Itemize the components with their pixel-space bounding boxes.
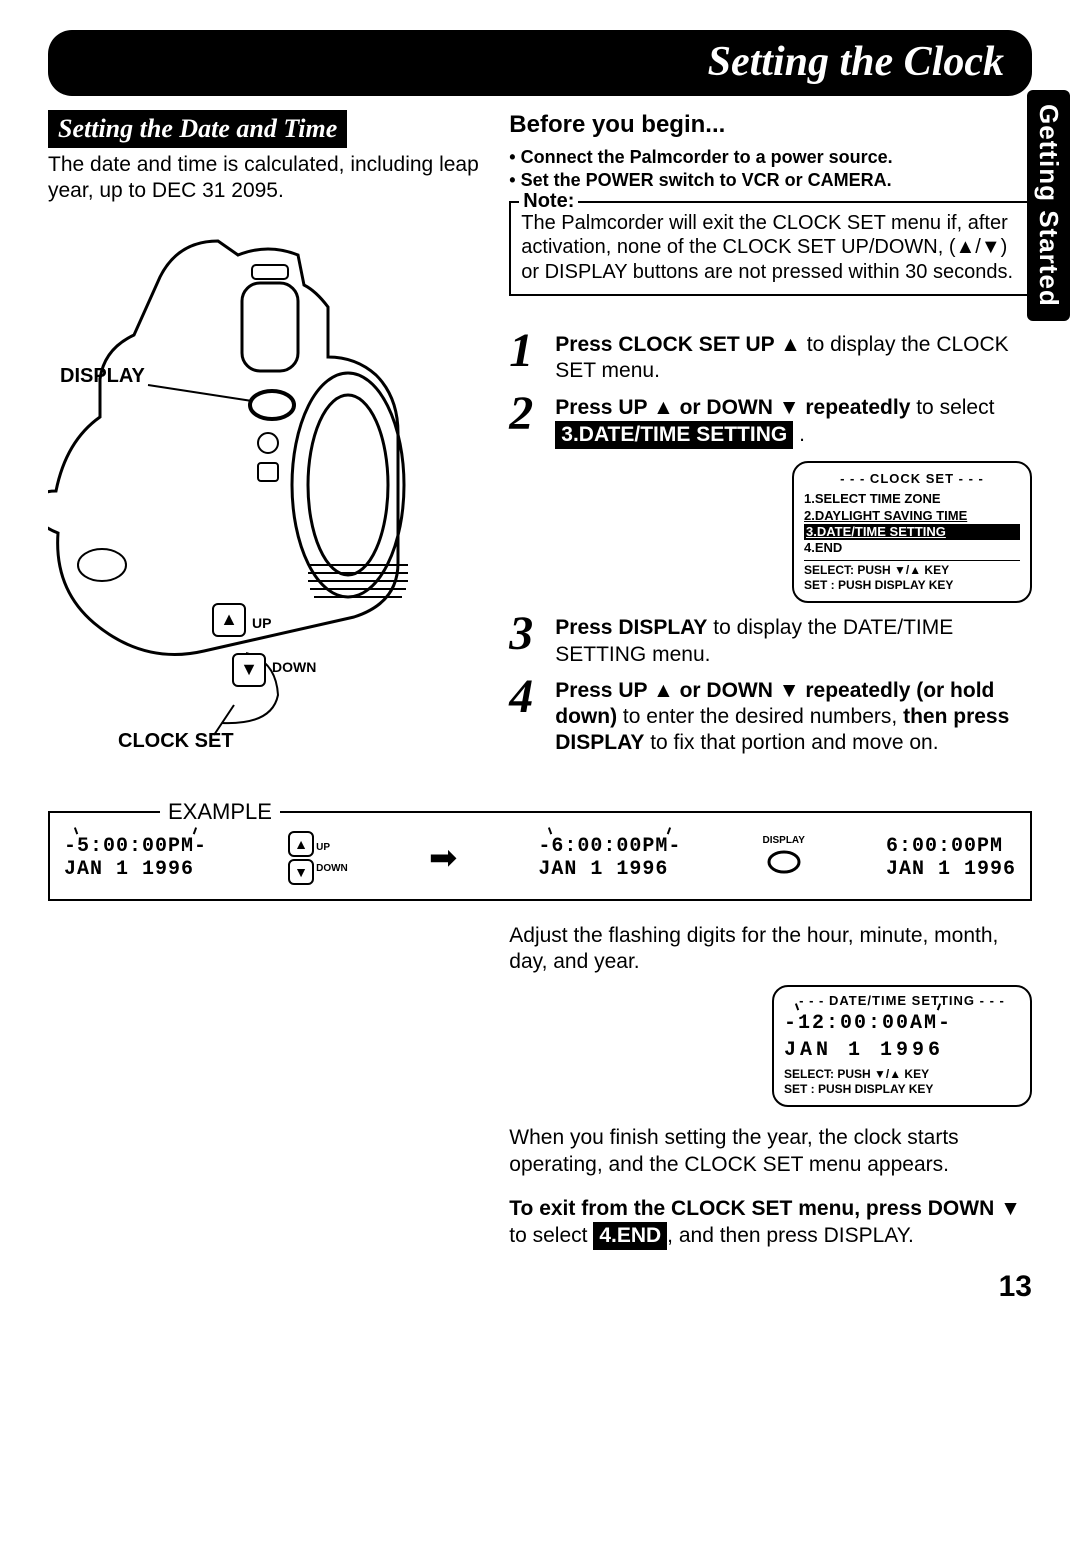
exit-mid: to select xyxy=(509,1224,593,1247)
datetime-menu: - - - DATE/TIME SETTING - - - -12:00:00A… xyxy=(772,985,1032,1107)
down-button[interactable] xyxy=(232,653,266,687)
step4-rest: to enter the desired numbers, xyxy=(617,705,903,728)
arrow-icon: ➡ xyxy=(429,838,458,878)
page-number: 13 xyxy=(48,1270,1032,1304)
exit-text: To exit from the CLOCK SET menu, press D… xyxy=(509,1196,1032,1251)
mini-up-label: UP xyxy=(316,842,348,853)
step4-rest2: to fix that portion and move on. xyxy=(644,731,938,754)
ex-b-date: JAN 1 1996 xyxy=(538,858,681,881)
ex-c-time: 6:00:00PM xyxy=(886,835,1003,858)
example-updown: UP DOWN xyxy=(288,829,348,887)
exit-rest: , and then press DISPLAY. xyxy=(667,1224,914,1247)
before-bullets: Connect the Palmcorder to a power source… xyxy=(509,146,1032,191)
display-label: DISPLAY xyxy=(60,365,145,388)
step-num-1: 1 xyxy=(509,332,547,385)
before-heading: Before you begin... xyxy=(509,110,1032,140)
step-3: 3 Press DISPLAY to display the DATE/TIME… xyxy=(509,615,1032,668)
mini-display-label: DISPLAY xyxy=(762,835,804,846)
dt-bot1: SELECT: PUSH ▼/▲ KEY xyxy=(784,1067,1020,1082)
example-c: 6:00:00PM JAN 1 1996 xyxy=(886,835,1016,881)
note-label: Note: xyxy=(519,189,578,213)
note-box: Note: The Palmcorder will exit the CLOCK… xyxy=(509,201,1032,296)
clock-set-label: CLOCK SET xyxy=(118,730,234,753)
clock-set-menu: - - - CLOCK SET - - - 1.SELECT TIME ZONE… xyxy=(792,461,1032,603)
after-dt-text: When you finish setting the year, the cl… xyxy=(509,1125,1032,1178)
camera-svg xyxy=(48,235,468,795)
lead-text: The date and time is calculated, includi… xyxy=(48,152,493,205)
exit-bold: To exit from the CLOCK SET menu, press D… xyxy=(509,1197,1021,1220)
ex-a-time: 5:00:00PM xyxy=(77,835,194,858)
section-header: Setting the Date and Time xyxy=(48,110,347,148)
step-2: 2 Press UP ▲ or DOWN ▼ repeatedly to sel… xyxy=(509,395,1032,450)
step3-bold: Press DISPLAY xyxy=(555,616,707,639)
dt-date: JAN 1 1996 xyxy=(784,1038,1020,1063)
mini-up-icon xyxy=(294,836,308,852)
menu-item-1: 1.SELECT TIME ZONE xyxy=(804,491,1020,507)
mini-down-button[interactable] xyxy=(288,859,314,885)
dt-title: - - - DATE/TIME SETTING - - - xyxy=(784,993,1020,1009)
page-title: Setting the Clock xyxy=(48,30,1032,96)
step-num-2: 2 xyxy=(509,395,547,450)
down-icon xyxy=(240,659,258,680)
step2-rest2: . xyxy=(793,423,805,446)
mini-up-button[interactable] xyxy=(288,831,314,857)
mini-down-label: DOWN xyxy=(316,863,348,874)
mini-down-icon xyxy=(294,864,308,880)
down-label: DOWN xyxy=(272,659,316,675)
example-b: -6:00:00PM- JAN 1 1996 xyxy=(538,835,681,881)
step2-rest: to select xyxy=(910,396,994,419)
step1-bold: Press CLOCK SET UP ▲ xyxy=(555,333,801,356)
dt-time: 12:00:00AM xyxy=(798,1011,938,1036)
dt-bot2: SET : PUSH DISPLAY KEY xyxy=(784,1082,1020,1097)
exit-inv: 4.END xyxy=(593,1222,667,1250)
example-a: -5:00:00PM- JAN 1 1996 xyxy=(64,835,207,881)
step-1: 1 Press CLOCK SET UP ▲ to display the CL… xyxy=(509,332,1032,385)
ex-b-time: 6:00:00PM xyxy=(551,835,668,858)
up-icon xyxy=(220,609,238,630)
ex-c-date: JAN 1 1996 xyxy=(886,858,1016,881)
step-num-3: 3 xyxy=(509,615,547,668)
menu-bot-1: SELECT: PUSH ▼/▲ KEY xyxy=(804,563,1020,578)
bullet-1: Connect the Palmcorder to a power source… xyxy=(509,146,1032,169)
step-4: 4 Press UP ▲ or DOWN ▼ repeatedly (or ho… xyxy=(509,678,1032,757)
ex-a-date: JAN 1 1996 xyxy=(64,858,207,881)
menu-item-3: 3.DATE/TIME SETTING xyxy=(804,524,1020,540)
side-tab: Getting Started xyxy=(1027,90,1070,321)
example-label: EXAMPLE xyxy=(160,799,280,825)
up-button[interactable] xyxy=(212,603,246,637)
example-display-btn: DISPLAY xyxy=(762,835,804,881)
menu-title: - - - CLOCK SET - - - xyxy=(804,471,1020,487)
display-oval-icon xyxy=(766,846,802,876)
after-example-text: Adjust the flashing digits for the hour,… xyxy=(509,923,1032,976)
step-num-4: 4 xyxy=(509,678,547,757)
menu-item-4: 4.END xyxy=(804,540,1020,556)
up-label: UP xyxy=(252,615,271,631)
camera-illustration: DISPLAY UP DOWN CLOCK SET xyxy=(48,235,493,795)
example-box: EXAMPLE -5:00:00PM- JAN 1 1996 UP DOWN ➡… xyxy=(48,811,1032,901)
menu-item-2: 2.DAYLIGHT SAVING TIME xyxy=(804,508,1020,524)
note-text: The Palmcorder will exit the CLOCK SET m… xyxy=(521,212,1013,283)
bullet-2: Set the POWER switch to VCR or CAMERA. xyxy=(509,169,1032,192)
menu-bot-2: SET : PUSH DISPLAY KEY xyxy=(804,578,1020,593)
step2-bold: Press UP ▲ or DOWN ▼ repeatedly xyxy=(555,396,910,419)
step2-inv: 3.DATE/TIME SETTING xyxy=(555,421,793,449)
